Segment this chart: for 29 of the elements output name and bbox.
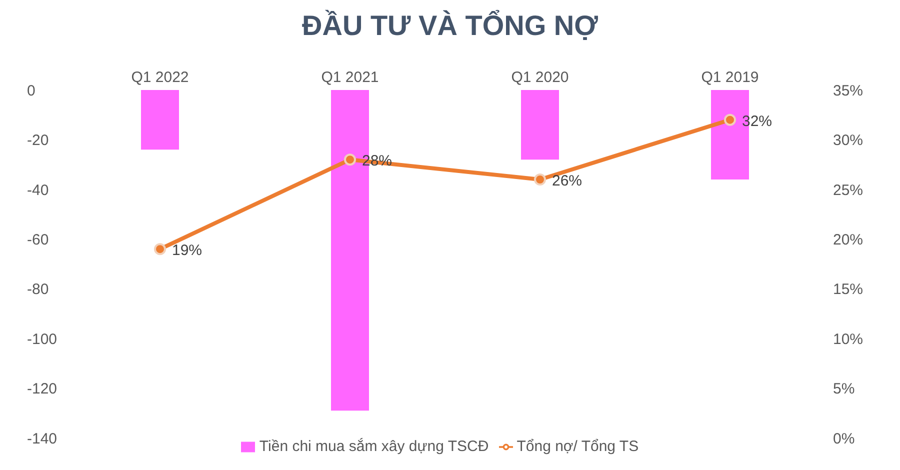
- legend-label: Tiền chi mua sắm xây dựng TSCĐ: [259, 438, 489, 455]
- point: [534, 173, 546, 186]
- y2-tick-label: 35%: [833, 82, 864, 100]
- y-tick-label: -60: [27, 231, 49, 248]
- point: [724, 114, 736, 126]
- legend-label: Tổng nợ/ Tổng TS: [516, 438, 639, 455]
- y-tick-label: -140: [27, 430, 58, 448]
- y2-tick-label: 15%: [833, 281, 864, 298]
- y2-tick-label: 10%: [833, 330, 864, 348]
- y2-tick-label: 0%: [833, 430, 855, 448]
- chart-title: ĐẦU TƯ VÀ TỔNG NỢ: [301, 8, 599, 43]
- data-label: 26%: [552, 172, 582, 190]
- y2-tick-label: 5%: [833, 380, 855, 398]
- y-tick-label: -80: [27, 281, 49, 298]
- x-tick-label: Q1 2022: [131, 69, 189, 86]
- y-tick-label: -40: [27, 182, 49, 199]
- y-tick-label: -100: [27, 330, 58, 348]
- y-tick-label: 0: [27, 82, 36, 100]
- point: [344, 154, 356, 166]
- y-tick-label: -120: [27, 380, 58, 398]
- point: [154, 243, 166, 256]
- y2-tick-label: 25%: [833, 182, 864, 199]
- y2-tick-label: 20%: [833, 231, 864, 248]
- x-tick-label: Q1 2021: [321, 69, 379, 86]
- data-label: 19%: [172, 242, 202, 260]
- y2-tick-label: 30%: [833, 132, 864, 150]
- y-tick-label: -20: [27, 132, 49, 150]
- x-tick-label: Q1 2020: [511, 69, 569, 86]
- x-tick-label: Q1 2019: [701, 69, 759, 86]
